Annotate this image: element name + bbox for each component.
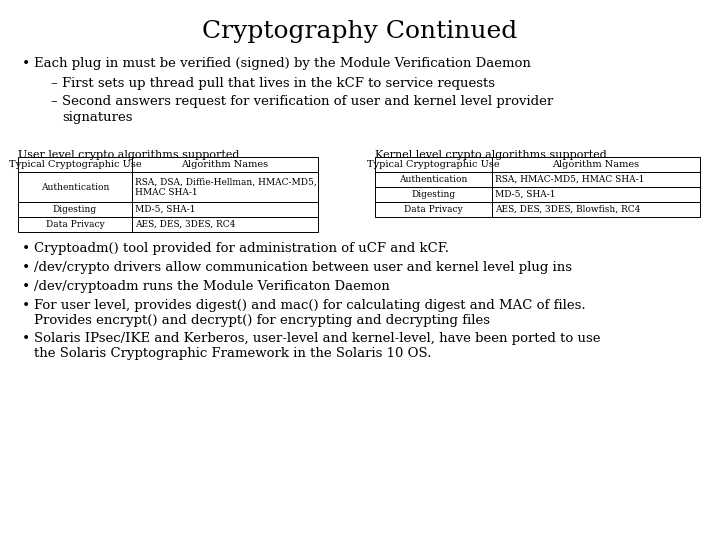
Text: Authentication: Authentication: [400, 175, 468, 184]
Text: Kernel level crypto algorithms supported: Kernel level crypto algorithms supported: [375, 150, 607, 160]
Text: Data Privacy: Data Privacy: [404, 205, 463, 214]
Text: /dev/crypto drivers allow communication between user and kernel level plug ins: /dev/crypto drivers allow communication …: [34, 261, 572, 274]
Text: •: •: [22, 261, 30, 275]
Text: •: •: [22, 57, 30, 71]
Text: Each plug in must be verified (signed) by the Module Verification Daemon: Each plug in must be verified (signed) b…: [34, 57, 531, 70]
Bar: [375, 172, 700, 187]
Text: Second answers request for verification of user and kernel level provider: Second answers request for verification …: [62, 95, 553, 108]
Text: Cryptography Continued: Cryptography Continued: [202, 20, 518, 43]
Text: Typical Cryptographic Use: Typical Cryptographic Use: [367, 160, 500, 169]
Text: Digesting: Digesting: [53, 205, 97, 214]
Text: Algorithm Names: Algorithm Names: [552, 160, 639, 169]
Text: Digesting: Digesting: [411, 190, 456, 199]
Bar: [18, 202, 318, 217]
Bar: [375, 202, 700, 217]
Bar: [375, 187, 700, 202]
Text: Typical Cryptographic Use: Typical Cryptographic Use: [9, 160, 141, 169]
Text: Algorithm Names: Algorithm Names: [181, 160, 269, 169]
Text: MD-5, SHA-1: MD-5, SHA-1: [135, 205, 196, 214]
Bar: [18, 157, 318, 172]
Text: Authentication: Authentication: [41, 183, 109, 192]
Text: For user level, provides digest() and mac() for calculating digest and MAC of fi: For user level, provides digest() and ma…: [34, 299, 585, 327]
Text: •: •: [22, 332, 30, 346]
Text: •: •: [22, 280, 30, 294]
Bar: [18, 172, 318, 202]
Text: MD-5, SHA-1: MD-5, SHA-1: [495, 190, 556, 199]
Text: •: •: [22, 299, 30, 313]
Text: Solaris IPsec/IKE and Kerberos, user-level and kernel-level, have been ported to: Solaris IPsec/IKE and Kerberos, user-lev…: [34, 332, 600, 360]
Text: –: –: [50, 95, 57, 108]
Text: RSA, HMAC-MD5, HMAC SHA-1: RSA, HMAC-MD5, HMAC SHA-1: [495, 175, 644, 184]
Text: First sets up thread pull that lives in the kCF to service requests: First sets up thread pull that lives in …: [62, 77, 495, 90]
Text: –: –: [50, 77, 57, 90]
Text: Data Privacy: Data Privacy: [45, 220, 104, 229]
Text: RSA, DSA, Diffie-Hellman, HMAC-MD5,
HMAC SHA-1: RSA, DSA, Diffie-Hellman, HMAC-MD5, HMAC…: [135, 177, 317, 197]
Bar: [18, 217, 318, 232]
Text: AES, DES, 3DES, Blowfish, RC4: AES, DES, 3DES, Blowfish, RC4: [495, 205, 640, 214]
Bar: [375, 157, 700, 172]
Text: •: •: [22, 242, 30, 256]
Text: /dev/cryptoadm runs the Module Verificaton Daemon: /dev/cryptoadm runs the Module Verificat…: [34, 280, 390, 293]
Text: Cryptoadm() tool provided for administration of uCF and kCF.: Cryptoadm() tool provided for administra…: [34, 242, 449, 255]
Text: signatures: signatures: [62, 111, 132, 124]
Text: User level crypto algorithms supported: User level crypto algorithms supported: [18, 150, 239, 160]
Text: AES, DES, 3DES, RC4: AES, DES, 3DES, RC4: [135, 220, 235, 229]
